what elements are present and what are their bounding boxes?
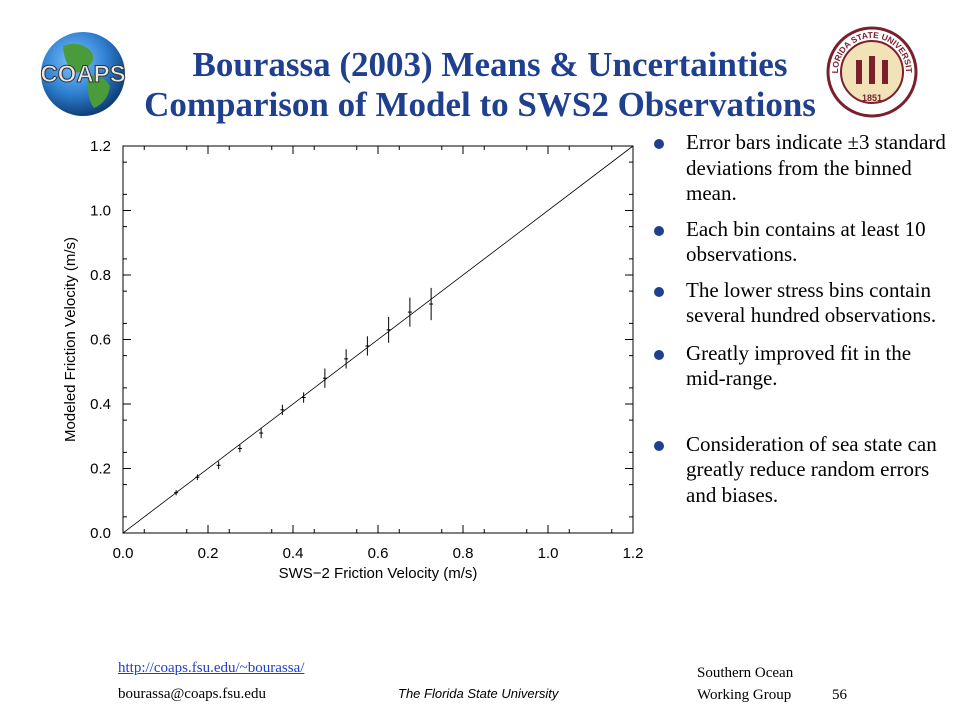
bullet-list: Error bars indicate ±3 standard deviatio… — [650, 130, 950, 508]
footer-homepage-link[interactable]: http://coaps.fsu.edu/~bourassa/ — [118, 660, 305, 676]
coaps-logo-text: COAPS — [40, 61, 125, 88]
footer-university: The Florida State University — [398, 686, 559, 701]
footer-group-line2: Working Group — [697, 687, 792, 703]
x-tick-label: 1.2 — [623, 545, 644, 562]
y-tick-label: 0.8 — [90, 267, 111, 284]
bullet-text: Greatly improved fit in the mid-range. — [686, 340, 912, 391]
x-tick-label: 0.6 — [368, 545, 389, 562]
bullet-dot-icon — [654, 139, 664, 149]
y-tick-label: 0.0 — [90, 525, 111, 542]
y-tick-label: 1.0 — [90, 203, 111, 220]
bullet-dot-icon — [654, 349, 664, 360]
x-tick-label: 1.0 — [538, 545, 559, 562]
bullet-text: The lower stress bins contain several hu… — [686, 277, 937, 328]
coaps-logo: COAPS — [40, 32, 126, 116]
bullet-item: Consideration of sea state can greatly r… — [650, 432, 950, 509]
x-tick-label: 0.8 — [453, 545, 474, 562]
bullet-item: Error bars indicate ±3 standard deviatio… — [650, 130, 950, 207]
bullet-text: Error bars indicate ±3 standard deviatio… — [686, 130, 946, 205]
slide-title-line1: Bourassa (2003) Means & Uncertainties — [192, 45, 788, 84]
y-axis-label: Modeled Friction Velocity (m/s) — [62, 237, 79, 442]
fsu-seal: FLORIDA STATE UNIVERSITY 1851 — [826, 26, 918, 118]
seal-year: 1851 — [862, 93, 882, 103]
bullet-item: Greatly improved fit in the mid-range. — [650, 341, 950, 392]
footer-email: bourassa@coaps.fsu.edu — [118, 686, 266, 702]
scatter-chart: 0.0 0.2 0.4 0.6 0.8 1.0 1.2 0.0 0.2 0.4 0.6 0.8 1.0 1… — [62, 138, 644, 582]
bullet-dot-icon — [654, 225, 664, 236]
bullet-dot-icon — [654, 440, 664, 451]
bullet-dot-icon — [654, 286, 664, 297]
bullet-item: The lower stress bins contain several hu… — [650, 278, 950, 329]
slide-number: 56 — [832, 687, 847, 703]
y-tick-label: 0.2 — [90, 461, 111, 478]
bullet-item: Each bin contains at least 10 observatio… — [650, 217, 950, 268]
bullet-text: Each bin contains at least 10 observatio… — [686, 216, 926, 267]
slide-title-line2: Comparison of Model to SWS2 Observations — [144, 85, 816, 124]
footer-group-line1: Southern Ocean — [697, 665, 794, 681]
bullet-text: Consideration of sea state can greatly r… — [686, 431, 937, 507]
y-tick-label: 1.2 — [90, 138, 111, 155]
y-tick-label: 0.4 — [90, 396, 111, 413]
x-tick-label: 0.2 — [198, 545, 219, 562]
y-tick-label: 0.6 — [90, 332, 111, 349]
x-tick-label: 0.0 — [113, 545, 134, 562]
x-tick-label: 0.4 — [283, 545, 304, 562]
x-axis-label: SWS−2 Friction Velocity (m/s) — [279, 565, 478, 582]
one-to-one-line — [122, 145, 634, 534]
